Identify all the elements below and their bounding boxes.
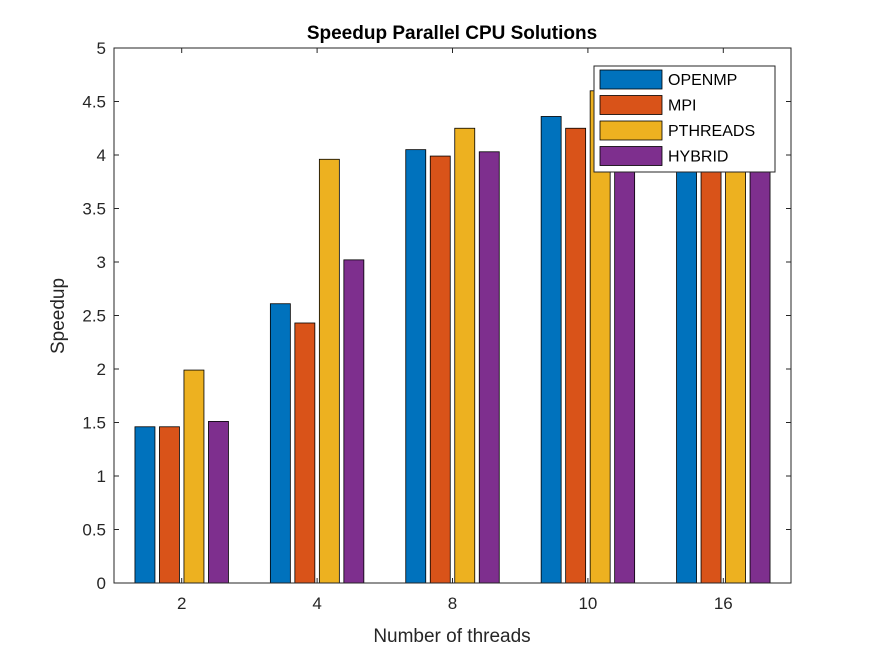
- bar-mpi-8: [429, 155, 451, 584]
- legend-label-hybrid: HYBRID: [668, 149, 728, 166]
- x-axis-label: Number of threads: [373, 626, 530, 647]
- bar-pthreads-4: [318, 158, 340, 584]
- legend-swatch-openmp: [599, 69, 663, 90]
- bar-hybrid-16: [749, 122, 771, 584]
- bar-pthreads-8: [454, 127, 476, 584]
- y-tick-label: 3.5: [82, 200, 106, 219]
- bar-mpi-16: [700, 127, 722, 584]
- chart-title: Speedup Parallel CPU Solutions: [307, 23, 597, 44]
- bar-pthreads-2: [183, 369, 205, 584]
- legend-label-mpi: MPI: [668, 98, 696, 115]
- legend: OPENMP MPI PTHREADS HYBRID: [593, 65, 776, 173]
- axes-group: 0 0.5 1 1.5 2 2.5 3 3.5 4 4.5 5 2 4 8 10 16: [82, 39, 792, 613]
- y-tick-label: 4.5: [82, 93, 106, 112]
- legend-swatch-hybrid: [599, 146, 663, 166]
- bar-openmp-4: [269, 303, 291, 584]
- x-tick-label: 2: [177, 594, 186, 613]
- x-tick-label: 10: [578, 594, 597, 613]
- y-tick-label: 0: [97, 574, 106, 593]
- y-tick-label: 3: [97, 253, 106, 272]
- bar-hybrid-2: [208, 421, 229, 584]
- bar-openmp-8: [405, 149, 427, 584]
- bar-openmp-10: [540, 116, 562, 584]
- legend-label-openmp: OPENMP: [668, 72, 737, 89]
- bar-openmp-2: [134, 426, 156, 584]
- y-tick-label: 2.5: [82, 307, 106, 326]
- y-tick-label: 2: [97, 360, 106, 379]
- y-tick-label: 0.5: [82, 521, 106, 540]
- legend-swatch-mpi: [599, 95, 663, 115]
- bar-hybrid-10: [614, 143, 636, 584]
- legend-label-pthreads: PTHREADS: [668, 123, 755, 140]
- y-tick-label: 1: [97, 467, 106, 486]
- bars-group: [134, 90, 771, 584]
- legend-items: OPENMP MPI PTHREADS HYBRID: [599, 69, 755, 166]
- y-axis-label: Speedup: [48, 278, 69, 354]
- bar-mpi-4: [294, 322, 316, 584]
- bar-mpi-10: [565, 127, 587, 584]
- y-tick-label: 1.5: [82, 414, 106, 433]
- y-tick-label: 4: [97, 146, 106, 165]
- x-tick-label: 16: [714, 594, 733, 613]
- bar-mpi-2: [159, 426, 180, 584]
- bar-hybrid-4: [343, 259, 365, 584]
- legend-swatch-pthreads: [599, 120, 663, 141]
- x-tick-label: 8: [448, 594, 457, 613]
- x-tick-label: 4: [312, 594, 321, 613]
- y-tick-label: 5: [97, 39, 106, 58]
- bar-hybrid-8: [478, 151, 500, 584]
